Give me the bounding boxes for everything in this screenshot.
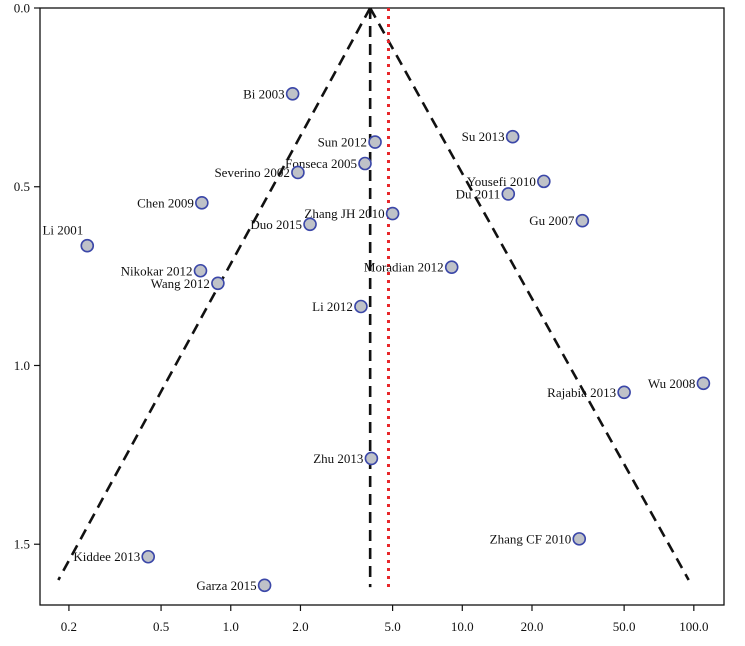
study-label: Yousefi 2010 — [467, 174, 536, 189]
study-point — [617, 385, 631, 400]
study-label: Garza 2015 — [196, 578, 256, 593]
x-tick-label: 5.0 — [384, 619, 400, 634]
study-label: Sun 2012 — [318, 135, 367, 150]
funnel-lines — [57, 7, 690, 588]
study-point — [303, 217, 317, 232]
study-label: Li 2001 — [42, 223, 83, 238]
study-label: Duo 2015 — [250, 217, 302, 232]
x-tick-label: 1.0 — [223, 619, 239, 634]
study-label: Severino 2002 — [214, 165, 289, 180]
study-point — [572, 532, 587, 546]
study-point — [257, 578, 272, 593]
study-point — [211, 276, 225, 291]
study-label: Kiddee 2013 — [73, 549, 140, 564]
study-point — [575, 213, 590, 228]
study-label: Wang 2012 — [151, 276, 210, 291]
study-point — [193, 263, 208, 278]
study-point — [364, 451, 379, 466]
study-point — [141, 549, 156, 564]
x-tick-label: 0.5 — [153, 619, 169, 634]
axes: 0.2 0.5 1.0 2.0 5.0 10.0 20.0 50.0 100.0 0.0 0.5 1.… — [14, 1, 709, 635]
funnel-left-boundary — [57, 7, 372, 581]
study-point — [696, 376, 711, 391]
study-point — [385, 206, 400, 221]
study-label: Bi 2003 — [243, 86, 285, 101]
y-tick-label: 1.0 — [14, 358, 30, 373]
study-label: Li 2012 — [312, 299, 353, 314]
study-label: Du 2011 — [456, 186, 501, 201]
study-label: Zhu 2013 — [313, 451, 363, 466]
study-points: Bi 2003 Sun 2012 Su 2013 Fonseca 2005Severi… — [42, 86, 711, 593]
study-label: Moradian 2012 — [364, 260, 444, 275]
x-tick-label: 50.0 — [613, 619, 636, 634]
funnel-right-boundary — [369, 7, 690, 581]
y-tick-label: 0.5 — [14, 179, 30, 194]
study-point — [505, 129, 520, 144]
study-point — [80, 238, 95, 253]
study-label: Su 2013 — [462, 129, 505, 144]
study-label: Zhang CF 2010 — [490, 531, 572, 546]
study-point — [444, 260, 459, 274]
x-tick-label: 100.0 — [679, 619, 708, 634]
y-tick-label: 0.0 — [14, 1, 30, 16]
study-label: Zhang JH 2010 — [304, 206, 384, 221]
study-label: Fonseca 2005 — [285, 156, 357, 171]
study-point — [501, 187, 516, 201]
study-point — [358, 156, 372, 171]
study-label: Nikokar 2012 — [121, 263, 193, 278]
study-point — [195, 196, 209, 210]
study-point — [537, 174, 551, 189]
study-point — [368, 135, 382, 149]
x-tick-label: 2.0 — [292, 619, 308, 634]
y-tick-label: 1.5 — [14, 537, 30, 552]
study-label: Wu 2008 — [648, 376, 696, 391]
x-tick-label: 0.2 — [61, 619, 77, 634]
study-label: Gu 2007 — [529, 213, 575, 228]
study-point — [291, 165, 305, 180]
x-tick-label: 10.0 — [451, 619, 474, 634]
study-label: Rajabia 2013 — [547, 385, 616, 400]
plot-frame — [39, 7, 725, 606]
x-tick-label: 20.0 — [521, 619, 544, 634]
study-point — [285, 86, 300, 101]
study-point — [354, 299, 368, 314]
study-label: Chen 2009 — [137, 195, 194, 210]
